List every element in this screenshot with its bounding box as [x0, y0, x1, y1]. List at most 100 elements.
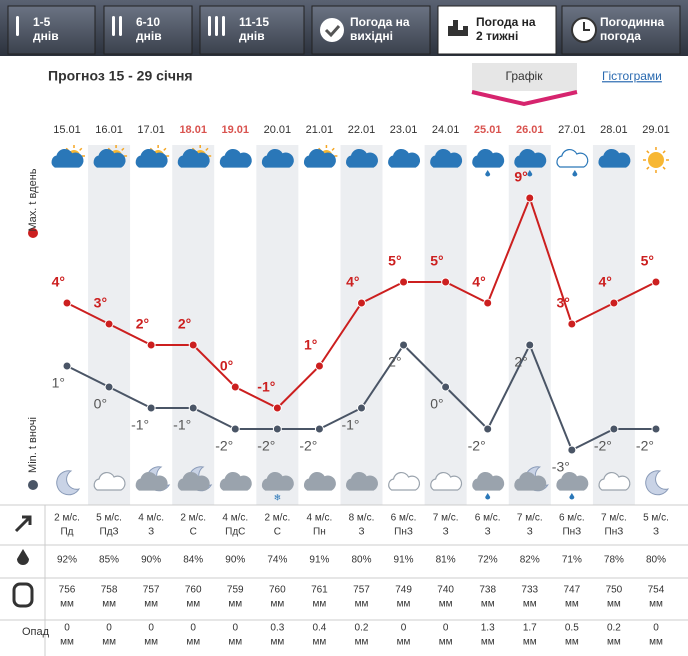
wind-value: З	[443, 527, 449, 538]
wind-value: Пн	[313, 527, 326, 538]
sun-ray	[331, 147, 335, 151]
tab-label[interactable]: Погодинна	[600, 15, 664, 29]
temperature-label: -1°	[257, 379, 275, 395]
pressure-value: мм	[355, 599, 369, 610]
pressure-value: 760	[269, 585, 286, 596]
date-label: 16.01	[95, 124, 123, 136]
tab-label[interactable]: днів	[136, 29, 162, 43]
tab-label[interactable]: днів	[239, 29, 265, 43]
temperature-label: 9°	[514, 169, 527, 185]
wind-icon	[14, 515, 32, 533]
precipitation-value: 0.2	[607, 623, 621, 634]
cloud-icon	[93, 471, 126, 491]
precipitation-value: 0	[148, 623, 154, 634]
legend-marker	[28, 228, 38, 238]
cloud-icon	[514, 148, 547, 168]
tab-label[interactable]: 1-5	[33, 15, 51, 29]
pressure-value: мм	[397, 599, 411, 610]
temperature-label: -2°	[468, 438, 486, 454]
temperature-label: 5°	[388, 253, 401, 269]
graph-button[interactable]	[472, 63, 577, 91]
tab[interactable]	[7, 5, 96, 55]
cloud-icon	[177, 148, 210, 168]
tab-label[interactable]: 11-15	[239, 15, 269, 29]
cloud-icon	[430, 148, 463, 168]
temperature-point	[399, 277, 409, 287]
wind-value: 2 м/с.	[54, 513, 80, 524]
wind-value: 5 м/с.	[96, 513, 122, 524]
pressure-value: 750	[606, 585, 623, 596]
temperature-point	[651, 424, 661, 434]
precipitation-value: мм	[523, 637, 537, 648]
rain-icon	[527, 170, 533, 177]
tab-label[interactable]: 2 тижні	[476, 29, 518, 43]
tab[interactable]	[103, 5, 193, 55]
tab-label[interactable]: погода	[600, 29, 641, 43]
temperature-point	[314, 361, 324, 371]
wind-value: 2 м/с.	[264, 513, 290, 524]
tab-label[interactable]: Погода на	[350, 15, 410, 29]
cloud-icon	[556, 148, 589, 168]
precipitation-value: мм	[397, 637, 411, 648]
precipitation-value: мм	[60, 637, 74, 648]
wind-value: 2 м/с.	[180, 513, 206, 524]
temperature-label: 3°	[556, 295, 569, 311]
tab-icon	[208, 16, 211, 36]
wind-value: С	[190, 527, 197, 538]
pressure-value: 738	[479, 585, 496, 596]
wind-value: 7 м/с.	[517, 513, 543, 524]
title: Прогноз 15 - 29 січня	[48, 68, 193, 84]
rain-icon	[485, 493, 491, 500]
tab-label[interactable]: вихідні	[350, 29, 393, 43]
cloud-icon	[135, 148, 168, 168]
temperature-label: 0°	[94, 396, 107, 412]
tab-icon	[119, 16, 122, 36]
temperature-point	[314, 424, 324, 434]
pressure-value: 759	[227, 585, 244, 596]
legend-label: Max. t вдень	[27, 168, 39, 231]
humidity-value: 90%	[141, 555, 161, 566]
cloud-icon	[219, 148, 252, 168]
cloud-icon	[51, 148, 84, 168]
tab-label[interactable]: Погода на	[476, 15, 536, 29]
precipitation-value: 0.3	[270, 623, 284, 634]
sun-ray	[163, 147, 167, 151]
wind-value: С	[274, 527, 281, 538]
date-label: 18.01	[179, 124, 207, 136]
precipitation-value: мм	[186, 637, 200, 648]
temperature-label: 5°	[641, 253, 654, 269]
humidity-value: 81%	[436, 555, 456, 566]
temperature-label: 1°	[304, 337, 317, 353]
temperature-point	[441, 277, 451, 287]
cloud-icon	[514, 471, 547, 491]
pressure-value: мм	[102, 599, 116, 610]
humidity-icon	[17, 549, 29, 565]
temperature-point	[104, 382, 114, 392]
temperature-label: -1°	[173, 417, 191, 433]
sun-ray	[121, 147, 125, 151]
graph-button-label[interactable]: Графік	[506, 69, 544, 83]
temperature-point	[230, 382, 240, 392]
sun-ray	[662, 150, 666, 154]
wind-value: Пд	[60, 527, 73, 538]
tab-icon	[112, 16, 115, 36]
temperature-label: 4°	[472, 274, 485, 290]
column-band	[424, 145, 467, 505]
temperature-point	[188, 340, 198, 350]
pressure-value: 757	[143, 585, 160, 596]
temperature-label: -2°	[215, 438, 233, 454]
temperature-label: 1°	[52, 375, 65, 391]
humidity-value: 72%	[478, 555, 498, 566]
temperature-label: -2°	[299, 438, 317, 454]
tab-label[interactable]: 6-10	[136, 15, 160, 29]
precipitation-value: мм	[144, 637, 158, 648]
precipitation-value: 0	[232, 623, 238, 634]
temperature-label: 4°	[52, 274, 65, 290]
temperature-point	[230, 424, 240, 434]
wind-value: ПнЗ	[394, 527, 413, 538]
tab-label[interactable]: днів	[33, 29, 59, 43]
date-label: 25.01	[474, 124, 502, 136]
histogram-link[interactable]: Гістограми	[602, 69, 662, 83]
temperature-label: 2°	[136, 316, 149, 332]
tab-icon	[583, 22, 590, 31]
